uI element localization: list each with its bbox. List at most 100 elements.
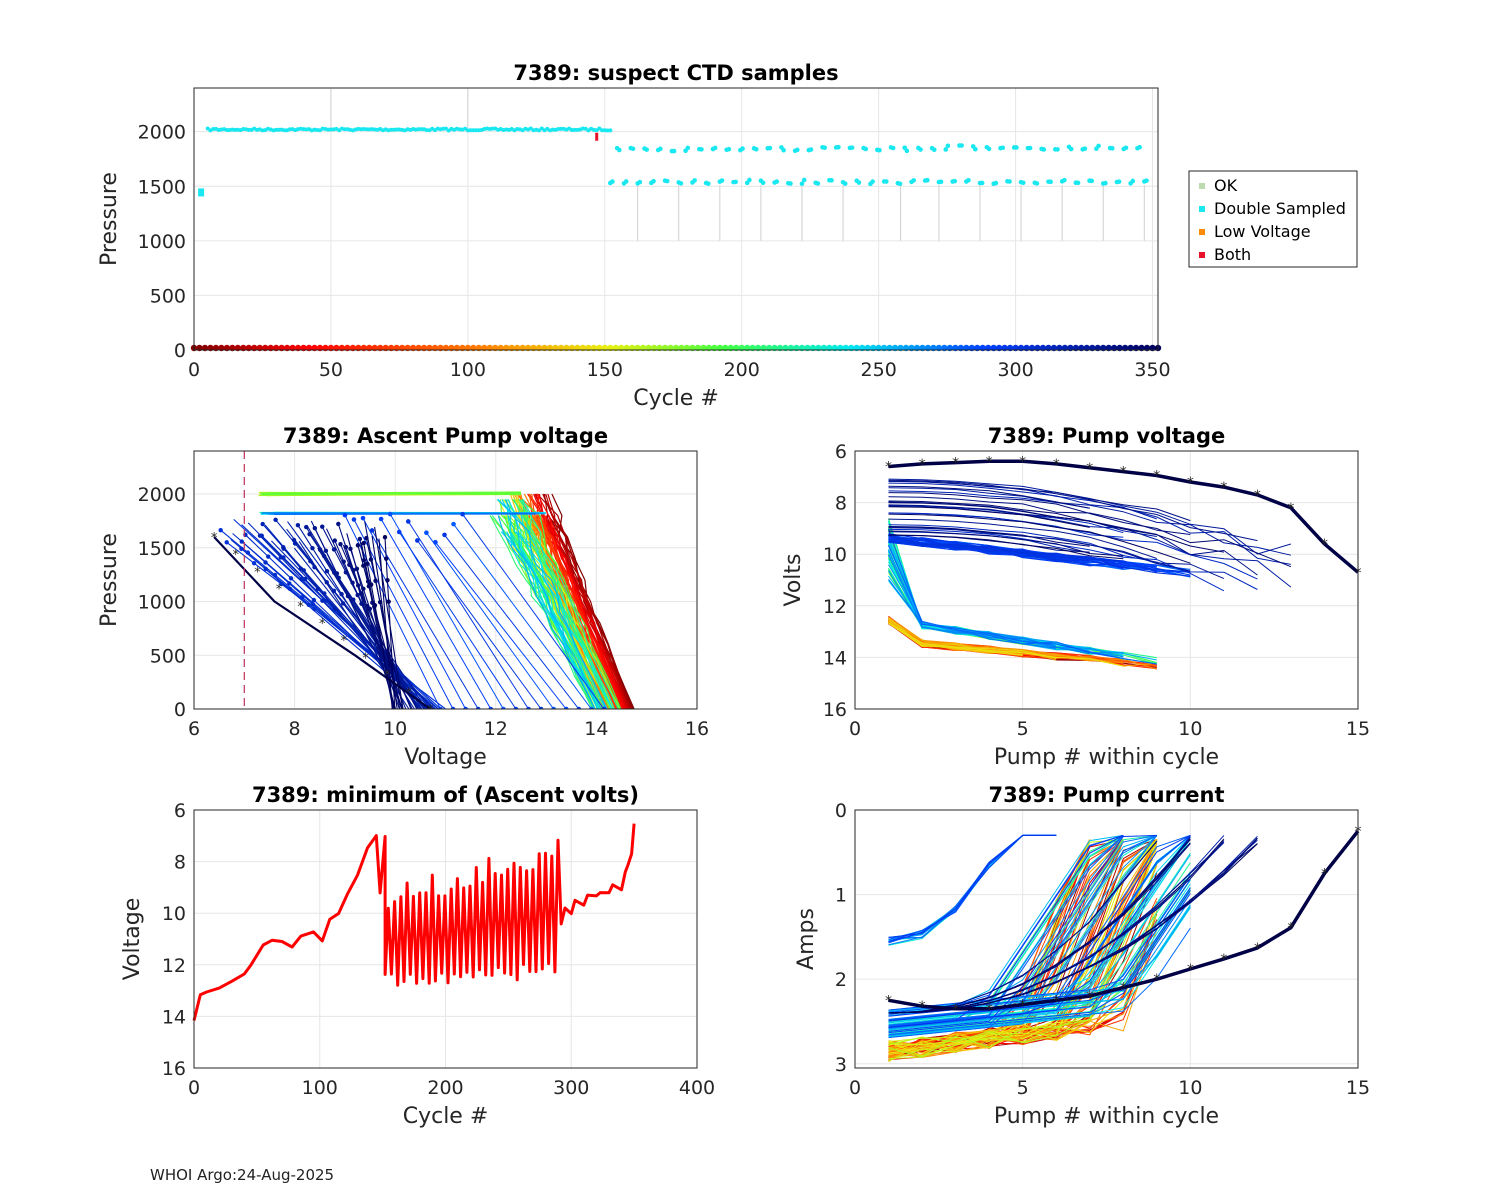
y-tick-label: 0	[174, 340, 186, 362]
profile-line	[533, 493, 627, 709]
legend-marker	[1199, 206, 1205, 212]
profile-point	[384, 556, 389, 561]
last-cycle-star: *	[1120, 465, 1127, 481]
x-tick-label: 5	[1017, 1077, 1029, 1099]
double-sampled-point	[788, 181, 793, 186]
y-tick-label: 6	[174, 800, 186, 822]
current-lines: * * * * * * *********	[885, 824, 1362, 1063]
pump-line	[888, 479, 1191, 522]
double-sampled-point	[1096, 143, 1101, 149]
double-sampled-point	[890, 145, 896, 151]
last-cycle-star: *	[211, 531, 218, 546]
double-sampled-point	[1027, 145, 1033, 151]
x-tick-label: 100	[450, 359, 486, 381]
y-tick-label: 1000	[138, 231, 186, 253]
last-cycle-star: *	[1287, 921, 1294, 937]
pump-line	[888, 526, 1090, 547]
current-line	[888, 879, 1191, 1011]
last-cycle-star: *	[1019, 454, 1026, 470]
double-sampled-point	[801, 177, 807, 183]
pump-line	[888, 482, 1291, 565]
profile-line	[317, 547, 419, 709]
profile-point	[415, 538, 420, 543]
profile-point	[442, 532, 447, 538]
x-tick-label: 0	[849, 1077, 861, 1099]
profile-point	[424, 530, 429, 536]
legend-marker	[1199, 229, 1205, 235]
last-cycle-star: *	[885, 993, 892, 1009]
current-line	[888, 839, 1124, 1062]
profile-point	[526, 706, 531, 709]
pump-line	[888, 528, 1225, 592]
last-cycle-star: *	[1120, 981, 1127, 997]
double-sampled-point	[918, 147, 923, 152]
legend-label: OK	[1214, 176, 1238, 195]
profile-point	[396, 529, 402, 535]
profile-line	[363, 542, 395, 709]
double-sampled-point	[1041, 147, 1047, 152]
double-sampled-point	[1014, 145, 1019, 150]
plot-background	[194, 88, 1158, 350]
profile-line	[407, 521, 529, 709]
double-sampled-point	[911, 178, 917, 183]
last-cycle-star: *	[362, 651, 369, 666]
y-tick-label: 10	[823, 544, 847, 566]
x-tick-label: 10	[1178, 1077, 1202, 1099]
double-sampled-point	[1000, 145, 1006, 151]
double-sampled-point	[1103, 180, 1108, 186]
profile-line	[506, 531, 602, 709]
profile-line	[245, 534, 429, 709]
x-tick-label: 150	[587, 359, 623, 381]
double-sampled-point	[849, 145, 855, 150]
profile-point	[589, 706, 594, 709]
last-cycle-star: *	[1019, 998, 1026, 1014]
pump-line	[887, 529, 1157, 665]
double-sampled-point	[1075, 180, 1081, 186]
profile-point	[298, 566, 304, 571]
double-sampled-point	[1020, 180, 1026, 186]
double-sampled-point	[993, 180, 999, 186]
profile-point	[357, 536, 363, 542]
both-points	[595, 132, 599, 141]
legend-label: Double Sampled	[1214, 199, 1346, 218]
current-line	[888, 834, 1124, 1025]
double-sampled-point	[623, 179, 629, 184]
profile-line	[293, 539, 426, 709]
profile-point	[601, 706, 607, 709]
chart-title: 7389: Pump voltage	[988, 424, 1226, 448]
last-cycle-star: *	[1220, 480, 1227, 496]
profile-point	[310, 545, 315, 551]
last-cycle-star: *	[254, 565, 261, 580]
y-axis-label: Volts	[781, 553, 806, 606]
pump-line	[888, 502, 1090, 522]
profile-point	[288, 576, 294, 581]
current-line	[888, 835, 1191, 1022]
legend-marker	[1199, 183, 1205, 189]
pump-line	[888, 535, 1124, 562]
profile-point	[251, 560, 257, 566]
pump-current-chart: 0 5 10 15 0 1 2 3 7389: Pump current Pump # withi…	[794, 783, 1370, 1129]
double-sampled-point	[799, 181, 805, 187]
pump-line	[888, 480, 1258, 542]
double-sampled-point	[870, 179, 875, 184]
x-axis-label: Cycle #	[403, 1104, 489, 1129]
double-sampled-point	[678, 181, 684, 186]
y-tick-label: 0	[174, 699, 186, 721]
x-tick-label: 0	[188, 359, 200, 381]
profile-point	[291, 537, 297, 543]
profile-point	[278, 555, 283, 560]
double-sampled-point	[1130, 178, 1136, 184]
x-tick-label: 300	[997, 359, 1033, 381]
profile-line	[371, 530, 479, 709]
double-sampled-point	[1034, 181, 1040, 186]
double-sampled-point	[952, 178, 958, 184]
profile-line	[462, 513, 605, 709]
y-tick-label: 8	[174, 852, 186, 874]
double-sampled-point	[1089, 178, 1095, 184]
last-cycle-star: *	[297, 600, 304, 615]
legend: OK Double Sampled Low Voltage Both	[1188, 170, 1358, 268]
y-tick-label: 14	[162, 1006, 186, 1028]
last-cycle-line	[888, 830, 1360, 1011]
profile-point	[367, 606, 373, 612]
x-axis-label: Pump # within cycle	[994, 745, 1219, 770]
